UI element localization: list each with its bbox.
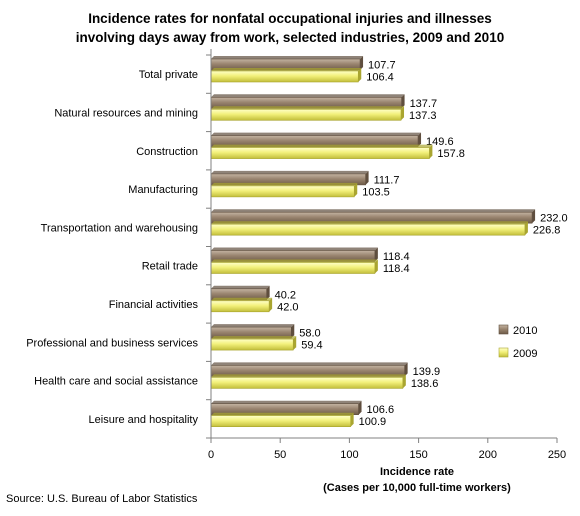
- bar-2009: [210, 300, 270, 313]
- data-label: 111.7: [374, 174, 400, 186]
- chart-title-line: involving days away from work, selected …: [75, 30, 505, 45]
- y-tick-label: Natural resources and mining: [54, 107, 198, 119]
- legend-label: 2010: [513, 325, 537, 337]
- bar-side: [418, 132, 422, 147]
- bar-top: [211, 94, 405, 98]
- bar-top: [211, 259, 378, 263]
- bar-side: [266, 285, 270, 300]
- data-label: 106.6: [367, 404, 395, 416]
- x-tick-label: 50: [274, 449, 286, 461]
- bar-2009: [210, 70, 359, 83]
- bar-side: [401, 94, 405, 109]
- bar-2009: [210, 377, 404, 389]
- legend-swatch: [498, 324, 509, 335]
- chart-title: Incidence rates for nonfatal occupationa…: [0, 9, 580, 47]
- data-label: 157.8: [437, 148, 465, 160]
- bar-2009: [210, 147, 430, 159]
- bar-side: [532, 209, 536, 224]
- data-label: 106.4: [366, 72, 394, 84]
- bar-side: [429, 144, 433, 159]
- bar-top: [211, 221, 528, 225]
- bar-top: [211, 400, 362, 404]
- x-tick-label: 100: [340, 449, 358, 461]
- bar-side: [350, 412, 354, 427]
- y-tick-label: Health care and social assistance: [34, 376, 198, 388]
- bar-top: [211, 56, 364, 59]
- data-label: 137.7: [410, 98, 438, 110]
- data-label: 100.9: [359, 416, 387, 428]
- bar-side: [524, 221, 528, 236]
- bar-top: [211, 106, 405, 110]
- bar-top: [211, 247, 378, 251]
- bar-top: [211, 68, 362, 71]
- bar-side: [401, 106, 405, 121]
- data-label: 232.0: [540, 213, 568, 225]
- y-tick-label: Financial activities: [109, 299, 199, 311]
- data-label: 103.5: [362, 186, 390, 198]
- bar-side: [358, 68, 362, 82]
- bar-side: [404, 362, 408, 377]
- y-tick-label: Transportation and warehousing: [41, 222, 198, 234]
- bar-side: [360, 56, 364, 70]
- bar-side: [358, 400, 362, 415]
- data-label: 118.4: [383, 263, 410, 275]
- x-tick-label: 0: [208, 449, 214, 461]
- data-label: 59.4: [301, 340, 322, 352]
- y-tick-label: Manufacturing: [128, 184, 198, 196]
- legend-label: 2009: [513, 348, 537, 360]
- data-label: 226.8: [533, 225, 561, 237]
- x-axis-title-line: Incidence rate: [380, 466, 454, 478]
- data-label: 40.2: [275, 289, 296, 301]
- data-label: 118.4: [383, 251, 410, 263]
- bar-side: [354, 182, 358, 197]
- bar-top: [211, 297, 273, 301]
- bar-2009: [210, 185, 355, 198]
- bar-side: [402, 374, 406, 389]
- data-label: 58.0: [299, 328, 320, 340]
- chart-legend: 2010 2009: [498, 324, 537, 360]
- bar-side: [269, 297, 273, 312]
- x-axis-title-line: (Cases per 10,000 full-time workers): [323, 482, 511, 494]
- y-tick-label: Leisure and hospitality: [89, 414, 199, 426]
- bar-2009: [210, 262, 376, 274]
- bar-top: [211, 170, 369, 174]
- bar-2009: [210, 109, 402, 121]
- bar-top: [211, 144, 433, 148]
- bar-top: [211, 209, 536, 213]
- bar-2009: [210, 223, 526, 236]
- bar-side: [293, 336, 297, 351]
- y-tick-label: Construction: [136, 146, 198, 158]
- bar-top: [211, 285, 270, 289]
- bar-side: [365, 170, 369, 185]
- bar-2009: [210, 415, 351, 428]
- data-label: 149.6: [426, 136, 454, 148]
- data-label: 138.6: [411, 378, 439, 390]
- x-tick-label: 250: [548, 449, 566, 461]
- legend-swatch: [498, 347, 509, 358]
- x-tick-label: 150: [409, 449, 427, 461]
- source-note: Source: U.S. Bureau of Labor Statistics: [6, 493, 198, 505]
- bar-top: [211, 374, 406, 378]
- bar-top: [211, 182, 358, 186]
- chart-title-line: Incidence rates for nonfatal occupationa…: [88, 11, 492, 26]
- y-tick-label: Professional and business services: [26, 337, 198, 349]
- y-tick-label: Total private: [139, 69, 198, 81]
- bar-side: [291, 324, 295, 339]
- bar-top: [211, 336, 297, 340]
- y-tick-label: Retail trade: [142, 261, 198, 273]
- bar-top: [211, 362, 408, 366]
- bar-top: [211, 412, 354, 416]
- bar-side: [374, 247, 378, 262]
- bar-top: [211, 132, 422, 136]
- data-label: 107.7: [368, 60, 396, 72]
- data-label: 42.0: [277, 301, 298, 313]
- bar-top: [211, 324, 295, 328]
- x-tick-label: 200: [479, 449, 497, 461]
- bar-2009: [210, 338, 294, 351]
- bar-side: [374, 259, 378, 274]
- data-label: 137.3: [409, 110, 437, 122]
- data-label: 139.9: [413, 366, 441, 378]
